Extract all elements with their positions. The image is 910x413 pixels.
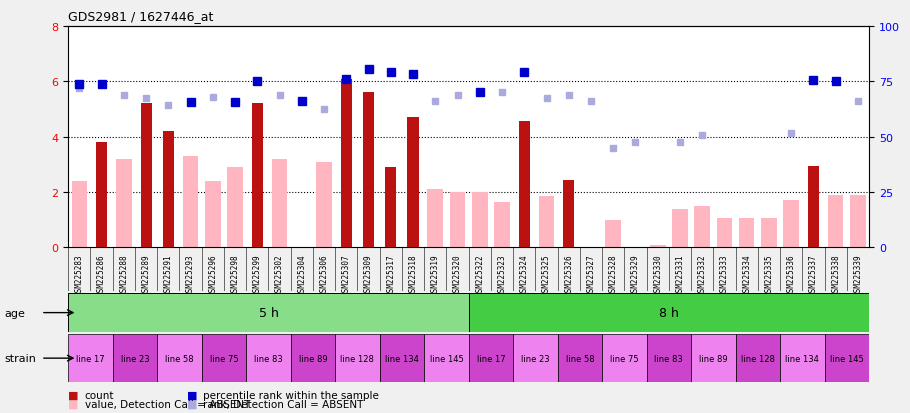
- Bar: [824, 335, 869, 382]
- Text: ■: ■: [187, 399, 197, 409]
- Text: age: age: [5, 308, 25, 318]
- Bar: [408, 118, 419, 248]
- Bar: [424, 335, 469, 382]
- Bar: [808, 166, 819, 248]
- Bar: [385, 168, 397, 248]
- Bar: [450, 192, 465, 248]
- Bar: [379, 335, 424, 382]
- Bar: [202, 335, 247, 382]
- Bar: [850, 195, 865, 248]
- Text: GDS2981 / 1627446_at: GDS2981 / 1627446_at: [68, 10, 214, 23]
- Text: line 89: line 89: [298, 354, 328, 363]
- Text: value, Detection Call = ABSENT: value, Detection Call = ABSENT: [85, 399, 250, 409]
- Bar: [513, 335, 558, 382]
- Text: line 83: line 83: [254, 354, 283, 363]
- Text: line 17: line 17: [477, 354, 505, 363]
- Bar: [558, 335, 602, 382]
- Bar: [694, 206, 710, 248]
- Bar: [717, 219, 733, 248]
- Bar: [519, 122, 530, 248]
- Bar: [539, 197, 554, 248]
- Bar: [735, 335, 780, 382]
- Bar: [96, 143, 107, 248]
- Bar: [68, 293, 469, 332]
- Bar: [228, 168, 243, 248]
- Text: line 17: line 17: [76, 354, 105, 363]
- Bar: [784, 201, 799, 248]
- Bar: [205, 182, 220, 248]
- Text: line 134: line 134: [785, 354, 819, 363]
- Bar: [183, 157, 198, 248]
- Bar: [494, 202, 510, 248]
- Text: line 58: line 58: [565, 354, 594, 363]
- Bar: [163, 132, 174, 248]
- Bar: [157, 335, 202, 382]
- Bar: [252, 104, 263, 248]
- Bar: [563, 180, 574, 248]
- Bar: [672, 209, 688, 248]
- Text: percentile rank within the sample: percentile rank within the sample: [203, 390, 379, 400]
- Bar: [113, 335, 157, 382]
- Bar: [68, 335, 113, 382]
- Text: line 89: line 89: [699, 354, 728, 363]
- Bar: [72, 182, 87, 248]
- Bar: [761, 219, 777, 248]
- Bar: [472, 192, 488, 248]
- Bar: [428, 190, 443, 248]
- Bar: [340, 79, 352, 248]
- Bar: [739, 219, 754, 248]
- Bar: [469, 293, 869, 332]
- Bar: [272, 159, 288, 248]
- Bar: [602, 335, 647, 382]
- Text: strain: strain: [5, 353, 36, 363]
- Text: line 83: line 83: [654, 354, 683, 363]
- Bar: [605, 220, 621, 248]
- Bar: [828, 195, 844, 248]
- Bar: [469, 335, 513, 382]
- Text: 5 h: 5 h: [258, 306, 278, 319]
- Text: line 128: line 128: [340, 354, 374, 363]
- Bar: [650, 245, 665, 248]
- Text: line 75: line 75: [610, 354, 639, 363]
- Bar: [247, 335, 290, 382]
- Text: rank, Detection Call = ABSENT: rank, Detection Call = ABSENT: [203, 399, 363, 409]
- Bar: [335, 335, 379, 382]
- Text: line 145: line 145: [430, 354, 463, 363]
- Bar: [647, 335, 691, 382]
- Text: count: count: [85, 390, 114, 400]
- Text: line 75: line 75: [209, 354, 238, 363]
- Bar: [780, 335, 824, 382]
- Bar: [290, 335, 335, 382]
- Text: line 58: line 58: [165, 354, 194, 363]
- Text: line 128: line 128: [741, 354, 774, 363]
- Text: line 134: line 134: [385, 354, 419, 363]
- Text: ■: ■: [68, 390, 79, 400]
- Bar: [691, 335, 735, 382]
- Text: ■: ■: [187, 390, 197, 400]
- Bar: [116, 159, 132, 248]
- Text: line 145: line 145: [830, 354, 864, 363]
- Bar: [140, 104, 152, 248]
- Bar: [317, 162, 332, 248]
- Text: line 23: line 23: [521, 354, 550, 363]
- Bar: [363, 93, 374, 248]
- Text: ■: ■: [68, 399, 79, 409]
- Text: line 23: line 23: [121, 354, 149, 363]
- Text: 8 h: 8 h: [659, 306, 679, 319]
